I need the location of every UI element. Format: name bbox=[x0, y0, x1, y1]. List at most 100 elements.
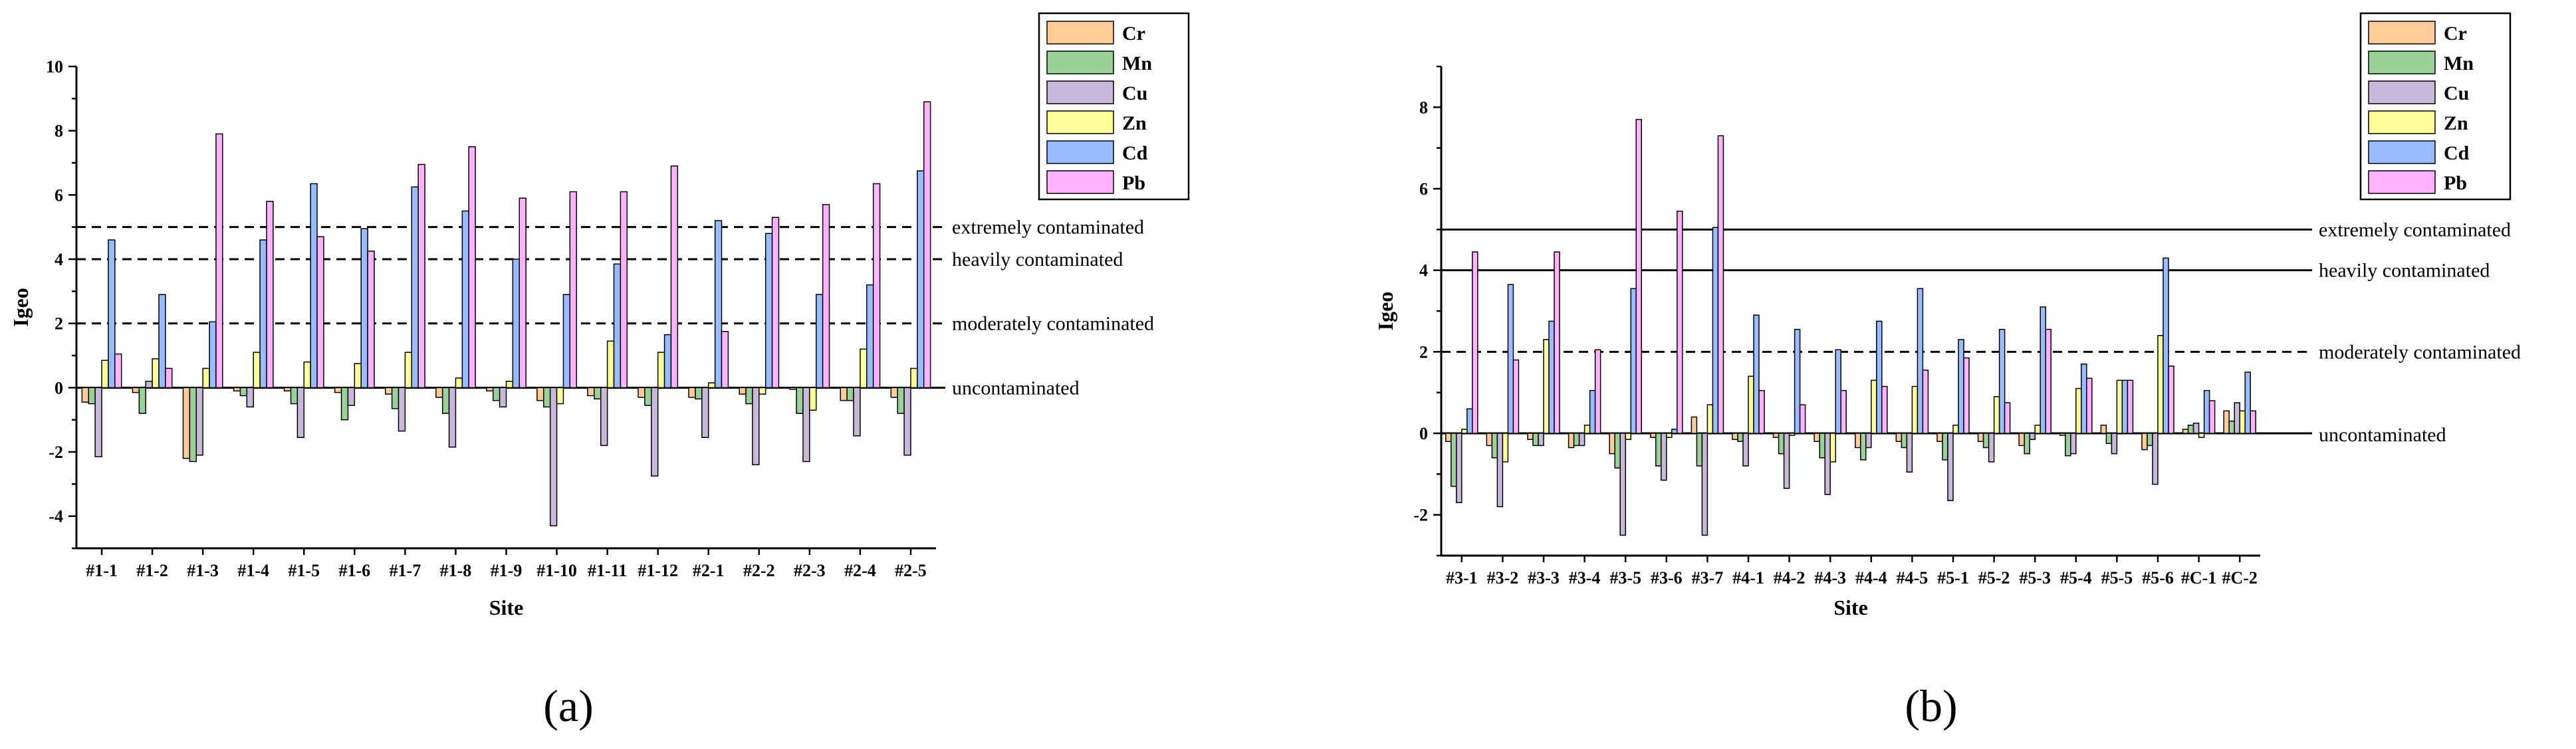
bar-a-pb-4 bbox=[316, 236, 324, 389]
panel-label-b: (b) bbox=[1905, 681, 1957, 731]
bar-b-cu-16 bbox=[2111, 433, 2118, 455]
bar-a-cd-0 bbox=[108, 239, 116, 389]
bar-a-cu-12 bbox=[701, 387, 709, 438]
bar-a-mn-8 bbox=[492, 387, 501, 401]
bar-a-mn-1 bbox=[138, 387, 146, 414]
y-tick-label-a-0: 0 bbox=[55, 378, 63, 397]
bar-a-pb-7 bbox=[468, 146, 476, 389]
bar-b-pb-9 bbox=[1840, 389, 1847, 434]
reference-label-a-0: extremely contaminated bbox=[952, 217, 1144, 239]
bar-a-mn-3 bbox=[239, 387, 248, 397]
x-tick-label-a-15: #2-4 bbox=[844, 561, 876, 580]
bar-b-cd-14 bbox=[2040, 306, 2046, 434]
bar-b-cd-19 bbox=[2244, 372, 2251, 434]
bar-b-zn-17 bbox=[2157, 335, 2164, 434]
bar-a-mn-4 bbox=[290, 387, 298, 405]
legend-swatch-a-pb bbox=[1046, 170, 1114, 194]
bar-b-cd-17 bbox=[2163, 257, 2169, 434]
bar-a-cr-9 bbox=[536, 387, 544, 401]
bar-a-cd-11 bbox=[663, 334, 672, 389]
bar-b-pb-5 bbox=[1677, 210, 1683, 434]
bar-a-cu-4 bbox=[296, 387, 305, 438]
bar-a-mn-15 bbox=[846, 387, 854, 401]
x-tick-label-a-9: #1-10 bbox=[536, 561, 577, 580]
x-tick-label-b-8: #4-2 bbox=[1774, 568, 1806, 588]
bar-b-cu-15 bbox=[2070, 433, 2077, 455]
bar-b-zn-3 bbox=[1583, 424, 1591, 434]
bar-a-pb-14 bbox=[822, 204, 830, 389]
bar-b-cd-3 bbox=[1589, 389, 1596, 434]
bar-b-pb-15 bbox=[2086, 377, 2093, 434]
x-tick-label-a-5: #1-6 bbox=[338, 561, 370, 580]
bar-a-zn-16 bbox=[910, 368, 918, 389]
bar-a-cd-4 bbox=[310, 183, 318, 389]
legend-swatch-b-zn bbox=[2368, 110, 2436, 134]
y-tick-label-b-0: 0 bbox=[1419, 424, 1428, 443]
bar-b-cu-2 bbox=[1538, 433, 1544, 447]
bar-b-mn-0 bbox=[1451, 433, 1457, 487]
reference-label-a-2: moderately contaminated bbox=[952, 313, 1154, 335]
bar-b-cu-18 bbox=[2192, 422, 2200, 434]
legend-label-a-cd: Cd bbox=[1122, 142, 1148, 164]
bar-a-mn-10 bbox=[594, 387, 602, 399]
bar-b-cd-9 bbox=[1835, 349, 1841, 434]
bar-a-cd-13 bbox=[764, 233, 773, 389]
bar-a-mn-2 bbox=[189, 387, 197, 463]
bar-b-pb-12 bbox=[1963, 357, 1970, 434]
legend-label-a-pb: Pb bbox=[1122, 172, 1145, 194]
x-tick-label-a-7: #1-8 bbox=[440, 561, 472, 580]
reference-label-b-2: moderately contaminated bbox=[2319, 341, 2521, 363]
x-axis-label-b: Site bbox=[1833, 595, 1868, 619]
bar-b-cd-2 bbox=[1548, 320, 1555, 434]
bar-b-cr-10 bbox=[1855, 433, 1861, 449]
bar-b-cu-5 bbox=[1661, 433, 1667, 481]
bar-b-cd-11 bbox=[1917, 288, 1924, 434]
bar-a-mn-5 bbox=[340, 387, 349, 421]
bar-b-zn-10 bbox=[1871, 379, 1877, 434]
bar-b-zn-14 bbox=[2034, 424, 2041, 434]
legend-label-a-mn: Mn bbox=[1122, 53, 1152, 74]
bar-a-cr-7 bbox=[435, 387, 443, 398]
bar-b-cr-8 bbox=[1772, 433, 1780, 438]
bar-b-pb-8 bbox=[1799, 404, 1806, 434]
bar-a-cr-14 bbox=[789, 387, 797, 390]
bar-a-cd-9 bbox=[562, 294, 571, 389]
bar-b-cu-11 bbox=[1906, 433, 1913, 473]
bar-b-mn-10 bbox=[1860, 433, 1867, 461]
bar-b-zn-8 bbox=[1788, 433, 1796, 436]
bar-a-cr-6 bbox=[384, 387, 393, 395]
bar-a-cu-1 bbox=[145, 380, 153, 389]
bar-a-pb-1 bbox=[165, 368, 173, 389]
bar-b-cd-12 bbox=[1958, 339, 1964, 434]
bar-b-mn-1 bbox=[1491, 433, 1498, 459]
bar-b-zn-0 bbox=[1461, 429, 1468, 434]
bar-b-mn-5 bbox=[1655, 433, 1662, 467]
bar-b-mn-13 bbox=[1982, 433, 1990, 449]
bar-b-cu-8 bbox=[1783, 433, 1790, 489]
bar-a-pb-3 bbox=[266, 201, 274, 389]
bar-b-mn-18 bbox=[2187, 424, 2194, 434]
bar-b-mn-6 bbox=[1696, 433, 1703, 467]
bar-a-cr-15 bbox=[840, 387, 848, 401]
x-tick-label-b-6: #3-7 bbox=[1692, 568, 1724, 588]
bar-b-cr-13 bbox=[1977, 433, 1984, 443]
panel-a-chart: extremely contaminated heavily contaminat… bbox=[9, 12, 1190, 731]
x-tick-label-b-15: #5-4 bbox=[2060, 568, 2092, 588]
bar-a-cd-1 bbox=[158, 294, 166, 389]
x-tick-label-b-9: #4-3 bbox=[1814, 568, 1846, 588]
x-axis-label-a: Site bbox=[489, 595, 524, 619]
legend-swatch-b-pb bbox=[2368, 170, 2436, 194]
y-tick-label-b-6: 6 bbox=[1419, 179, 1428, 199]
bar-b-pb-19 bbox=[2250, 410, 2256, 434]
reference-label-a-3: uncontaminated bbox=[952, 377, 1080, 399]
bar-b-zn-19 bbox=[2239, 410, 2246, 434]
x-tick-label-a-0: #1-1 bbox=[86, 561, 118, 580]
x-tick-label-b-12: #5-1 bbox=[1937, 568, 1969, 588]
bar-a-cu-8 bbox=[499, 387, 507, 408]
bar-b-mn-12 bbox=[1942, 433, 1948, 461]
x-tick-label-a-6: #1-7 bbox=[390, 561, 421, 580]
bar-a-cu-5 bbox=[347, 387, 356, 406]
bar-a-cr-12 bbox=[688, 387, 696, 398]
legend-swatch-b-mn bbox=[2368, 51, 2436, 74]
bar-b-cu-6 bbox=[1701, 433, 1708, 536]
